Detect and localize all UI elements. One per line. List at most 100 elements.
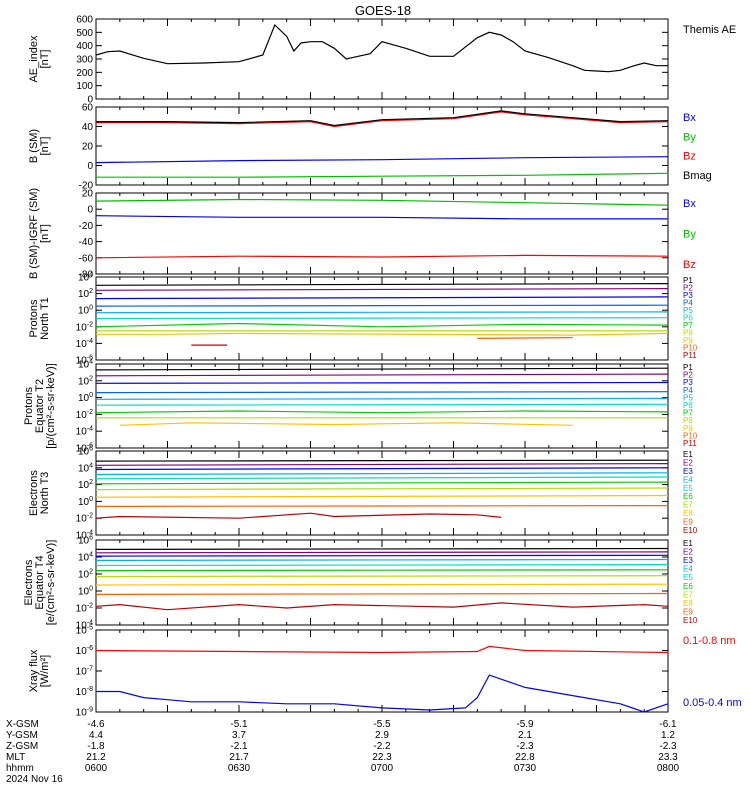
legend-E10: E10 — [683, 616, 698, 625]
series-line-Bmag — [96, 110, 669, 127]
panel-1: 0 100 200 300 400 500 600 AE_index [nT] Themis AE — [28, 15, 736, 106]
legend-Bz: Bz — [683, 151, 696, 163]
ephem-value: 0600 — [85, 763, 108, 774]
y-tick-label: 20 — [82, 142, 94, 153]
ephem-row-label: hhmm — [6, 763, 34, 774]
series-line-E6 — [95, 481, 669, 485]
legend-P4: P4 — [683, 299, 693, 308]
y-tick-label: -20 — [79, 181, 94, 192]
legend-E8: E8 — [683, 599, 693, 608]
series-line-P4 — [95, 304, 669, 307]
ephem-value: -2.3 — [659, 741, 677, 752]
y-tick-label: 10-2 — [76, 409, 93, 421]
y-axis-label: B (SM)-IGRF (SM) — [28, 188, 40, 279]
legend-E9: E9 — [683, 607, 693, 616]
y-tick-label: 100 — [76, 81, 93, 92]
series-line-E1 — [95, 459, 669, 462]
y-axis-label: [e/(cm²-s-sr-keV)] — [45, 540, 57, 626]
series-line-E6 — [95, 569, 669, 572]
legend-P9: P9 — [683, 336, 693, 345]
legend-P4: P4 — [683, 386, 693, 395]
panel-frame — [95, 629, 669, 713]
y-tick-label: 20 — [82, 189, 94, 200]
series-line-E2 — [95, 463, 669, 466]
legend-E1: E1 — [683, 450, 693, 459]
y-tick-label: 10-7 — [76, 666, 93, 678]
series-line-P10 — [477, 337, 573, 339]
series-line-E9 — [95, 592, 669, 596]
legend-P10: P10 — [683, 344, 698, 353]
y-tick-label: 200 — [76, 68, 93, 79]
legend-P2: P2 — [683, 371, 693, 380]
y-axis-label: North T3 — [39, 472, 51, 515]
y-tick-label: 106 — [78, 535, 93, 547]
y-tick-label: 100 — [78, 392, 93, 404]
series-line-E10 — [95, 602, 669, 611]
legend-P10: P10 — [683, 431, 698, 440]
legend-E2: E2 — [683, 458, 693, 467]
y-tick-label: 60 — [82, 103, 94, 114]
legend-Bmag: Bmag — [683, 170, 712, 182]
legend-E6: E6 — [683, 582, 693, 591]
legend-P6: P6 — [683, 401, 693, 410]
ephem-date: 2024 Nov 16 — [6, 774, 63, 785]
legend-E5: E5 — [683, 484, 693, 493]
series-line-E8 — [95, 583, 669, 586]
series-line-E3 — [95, 554, 669, 557]
y-axis-label: [nT] — [39, 50, 51, 69]
series-line-By — [95, 198, 669, 206]
series-line-P1 — [95, 367, 669, 371]
series-line-P2 — [95, 288, 669, 291]
ephem-value: -5.5 — [373, 719, 391, 730]
y-tick-label: 104 — [78, 272, 93, 284]
legend-E7: E7 — [683, 590, 693, 599]
series-line-By — [96, 172, 669, 178]
legend-E4: E4 — [683, 565, 693, 574]
legend-E5: E5 — [683, 573, 693, 582]
ephem-value: 23.3 — [658, 752, 678, 763]
series-line-E5 — [95, 476, 669, 480]
legend-P11: P11 — [683, 351, 697, 360]
y-tick-label: 10-2 — [76, 513, 93, 525]
y-axis-label: [p/(cm²-s-sr-keV)] — [45, 363, 57, 449]
legend-E9: E9 — [683, 518, 693, 527]
ephem-value: 22.8 — [515, 752, 535, 763]
y-tick-label: 0 — [87, 95, 93, 106]
series-line-0.05-0.4 nm — [96, 674, 669, 713]
y-tick-label: 10-6 — [76, 645, 93, 657]
legend-P1: P1 — [683, 276, 693, 285]
ephem-value: -5.1 — [230, 719, 248, 730]
y-tick-label: 106 — [78, 446, 93, 458]
series-line-P5 — [95, 397, 669, 400]
y-tick-label: 10-4 — [76, 338, 93, 350]
series-line-Bx — [95, 156, 669, 164]
series-line-Bx — [95, 215, 668, 220]
series-line-0.1-0.8 nm — [95, 645, 669, 654]
ephem-value: 22.3 — [372, 752, 392, 763]
series-line-P4 — [95, 391, 669, 394]
y-tick-label: -40 — [79, 237, 94, 248]
legend-P1: P1 — [683, 363, 693, 372]
series-line-P9 — [119, 422, 573, 426]
series-line-Bz — [96, 111, 669, 128]
y-tick-label: 400 — [76, 41, 93, 52]
y-tick-label: 102 — [78, 288, 93, 300]
panel-8: 10-9 10-8 10-7 10-6 10-5 Xray flux [W/m²] 0.1-0… — [28, 625, 742, 719]
y-tick-label: 102 — [78, 375, 93, 387]
legend-By: By — [683, 229, 696, 241]
y-tick-label: 40 — [82, 122, 94, 133]
legend-E4: E4 — [683, 475, 693, 484]
panel-frame — [95, 18, 669, 100]
ephem-value: -5.9 — [516, 719, 534, 730]
ephem-value: -4.6 — [87, 719, 105, 730]
legend-Bz: Bz — [683, 259, 696, 271]
y-tick-label: 100 — [78, 305, 93, 317]
legend-P5: P5 — [683, 306, 693, 315]
legend-E2: E2 — [683, 548, 693, 557]
legend-Bx: Bx — [683, 198, 696, 210]
y-tick-label: 102 — [78, 479, 93, 491]
